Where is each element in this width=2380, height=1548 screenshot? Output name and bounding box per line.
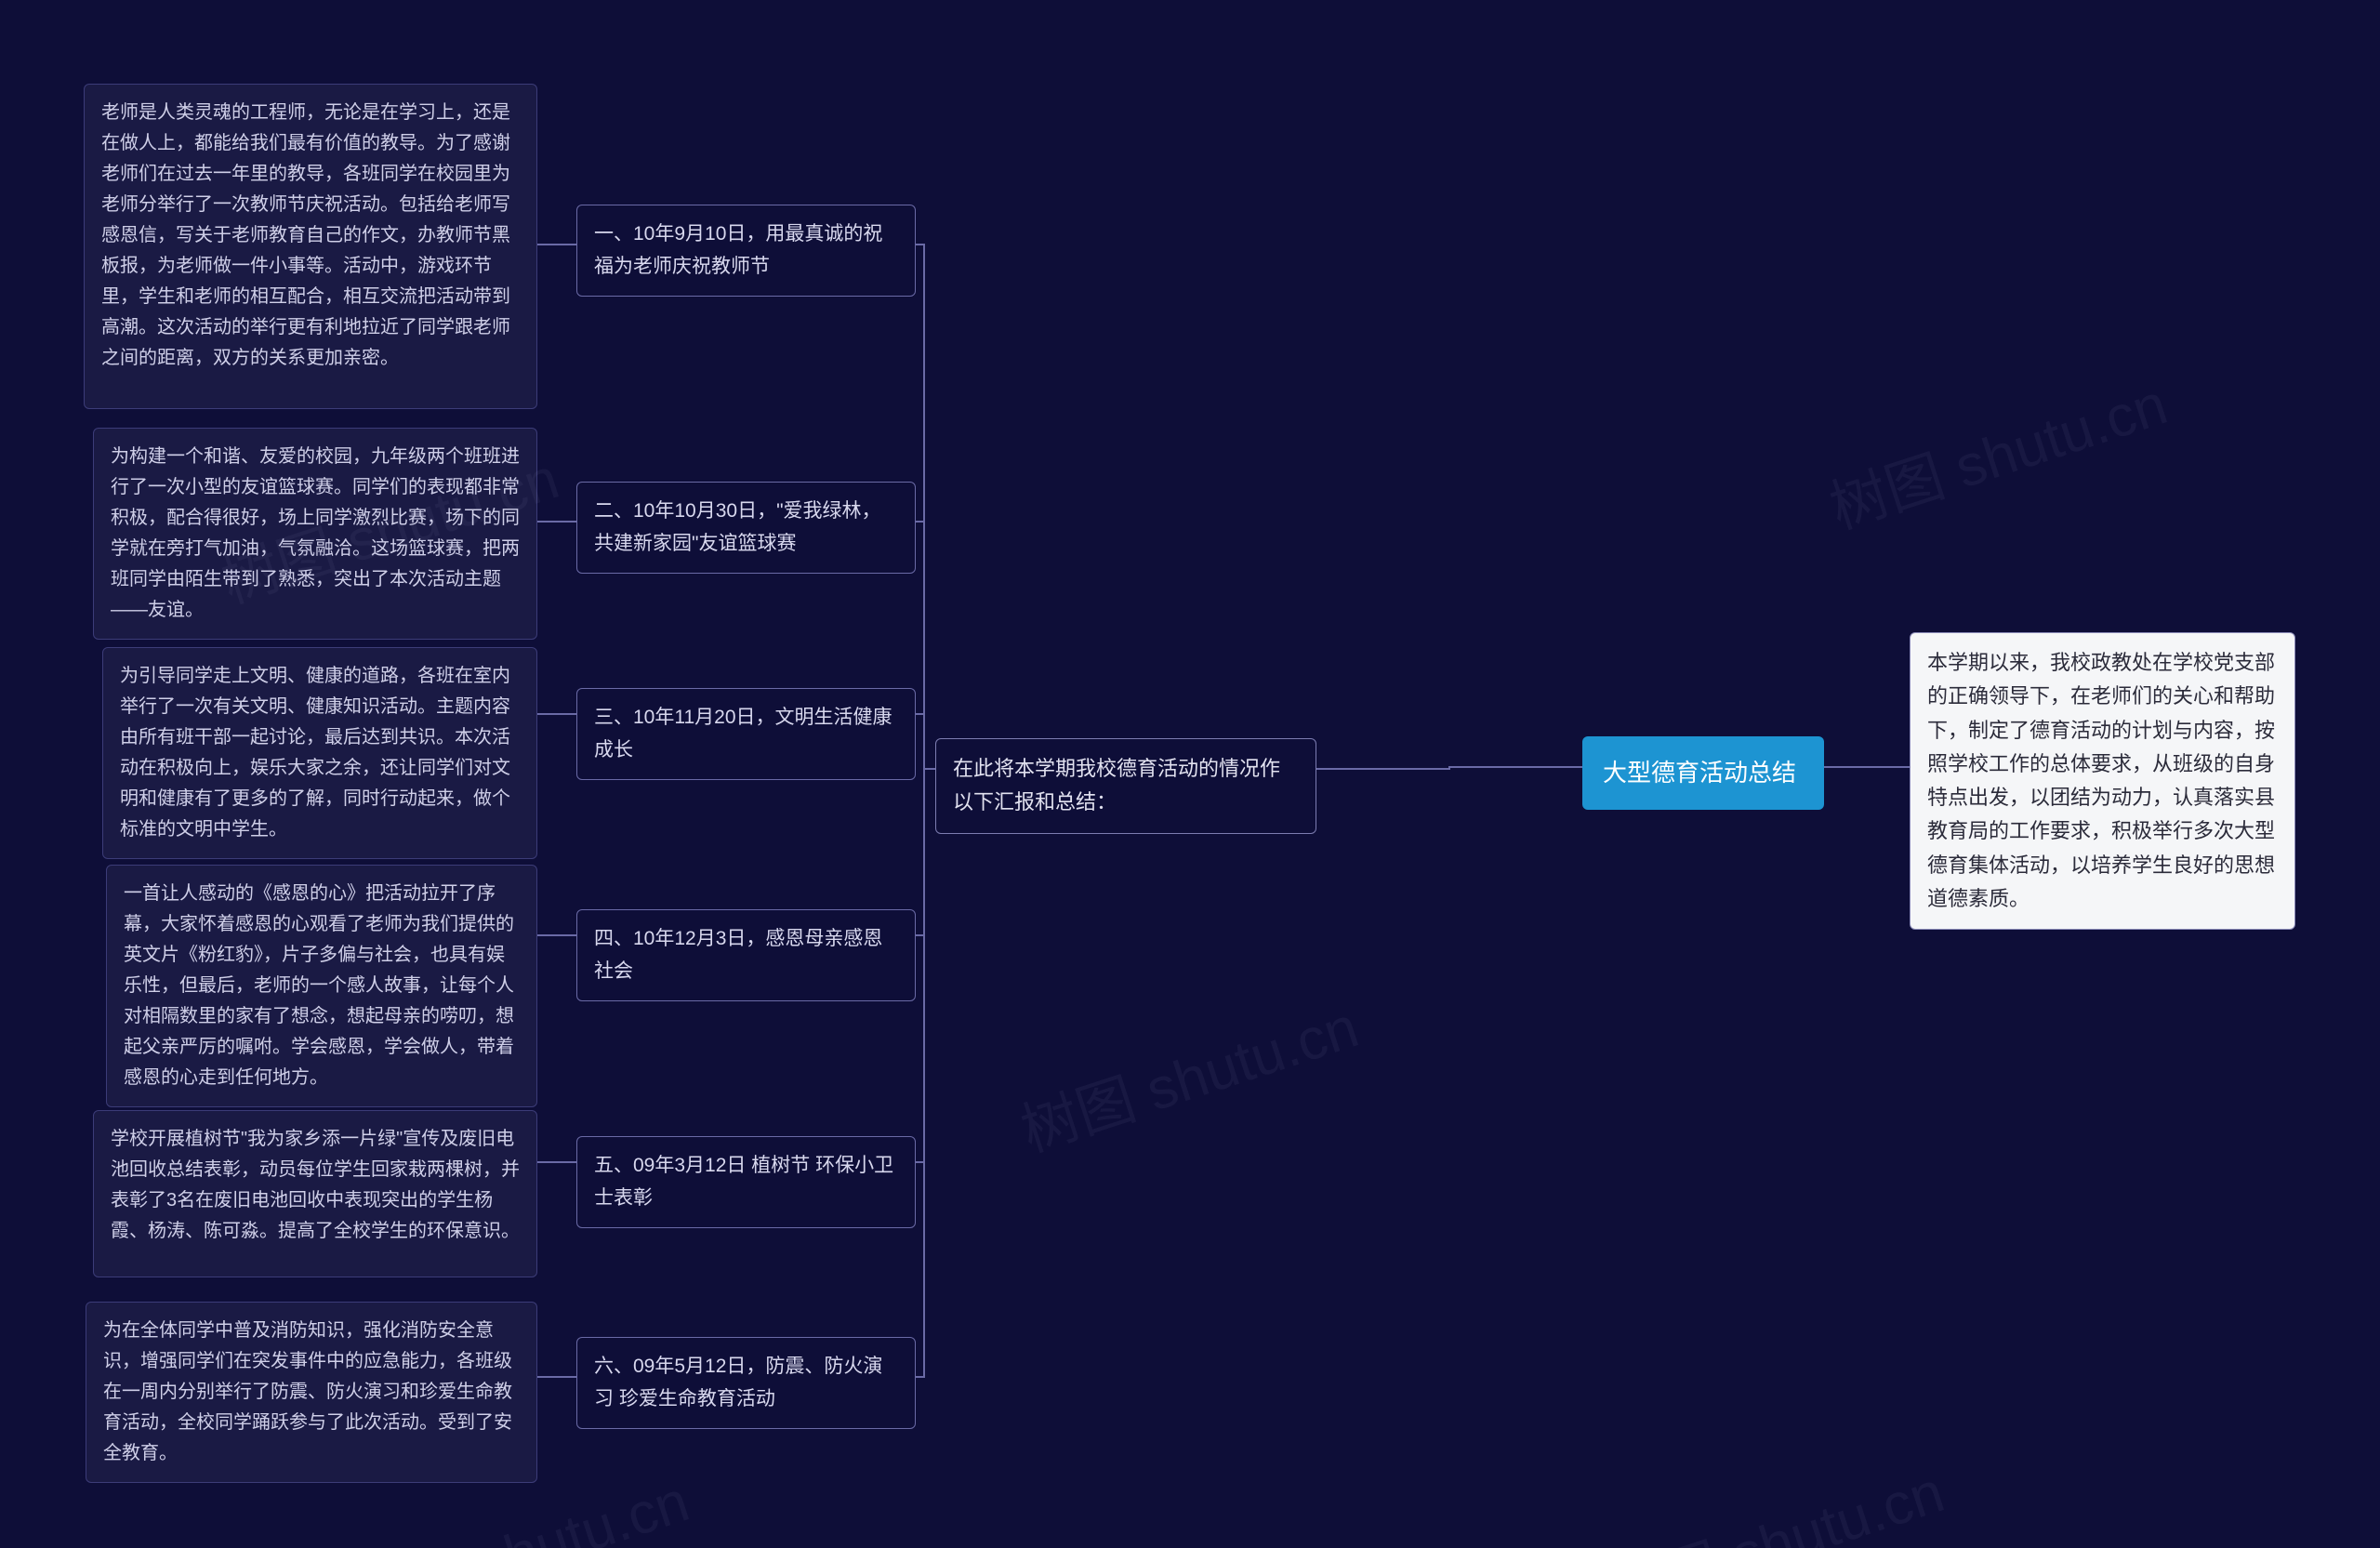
item-detail-5: 学校开展植树节"我为家乡添一片绿"宣传及废旧电池回收总结表彰，动员每位学生回家栽… bbox=[93, 1110, 537, 1277]
item-detail-4: 一首让人感动的《感恩的心》把活动拉开了序幕，大家怀着感恩的心观看了老师为我们提供… bbox=[106, 865, 537, 1107]
item-detail-3: 为引导同学走上文明、健康的道路，各班在室内举行了一次有关文明、健康知识活动。主题… bbox=[102, 647, 537, 859]
item-heading-text: 一、10年9月10日，用最真诚的祝福为老师庆祝教师节 bbox=[594, 223, 882, 277]
watermark: 树图 shutu.cn bbox=[1594, 1445, 1952, 1548]
item-detail-text: 老师是人类灵魂的工程师，无论是在学习上，还是在做人上，都能给我们最有价值的教导。… bbox=[101, 102, 510, 368]
intro-node: 本学期以来，我校政教处在学校党支部的正确领导下，在老师们的关心和帮助下，制定了德… bbox=[1910, 632, 2295, 930]
item-heading-text: 三、10年11月20日，文明生活健康成长 bbox=[594, 707, 892, 761]
item-heading-text: 二、10年10月30日，"爱我绿林，共建新家园"友谊篮球赛 bbox=[594, 500, 881, 554]
item-detail-1: 老师是人类灵魂的工程师，无论是在学习上，还是在做人上，都能给我们最有价值的教导。… bbox=[84, 84, 537, 409]
item-heading-6[interactable]: 六、09年5月12日，防震、防火演习 珍爱生命教育活动 bbox=[576, 1337, 916, 1429]
item-detail-text: 为引导同学走上文明、健康的道路，各班在室内举行了一次有关文明、健康知识活动。主题… bbox=[120, 666, 510, 840]
root-node[interactable]: 大型德育活动总结 bbox=[1582, 736, 1824, 810]
item-detail-6: 为在全体同学中普及消防知识，强化消防安全意识，增强同学们在突发事件中的应急能力，… bbox=[86, 1302, 537, 1483]
item-detail-text: 学校开展植树节"我为家乡添一片绿"宣传及废旧电池回收总结表彰，动员每位学生回家栽… bbox=[111, 1129, 520, 1241]
item-heading-text: 六、09年5月12日，防震、防火演习 珍爱生命教育活动 bbox=[594, 1356, 882, 1409]
item-heading-2[interactable]: 二、10年10月30日，"爱我绿林，共建新家园"友谊篮球赛 bbox=[576, 482, 916, 574]
item-heading-4[interactable]: 四、10年12月3日，感恩母亲感恩社会 bbox=[576, 909, 916, 1001]
watermark: 树图 shutu.cn bbox=[1818, 357, 2175, 545]
item-heading-1[interactable]: 一、10年9月10日，用最真诚的祝福为老师庆祝教师节 bbox=[576, 205, 916, 297]
item-detail-text: 为在全体同学中普及消防知识，强化消防安全意识，增强同学们在突发事件中的应急能力，… bbox=[103, 1320, 512, 1463]
root-label: 大型德育活动总结 bbox=[1603, 759, 1796, 787]
watermark: 树图 shutu.cn bbox=[1009, 980, 1367, 1168]
item-heading-text: 四、10年12月3日，感恩母亲感恩社会 bbox=[594, 928, 882, 982]
item-heading-5[interactable]: 五、09年3月12日 植树节 环保小卫士表彰 bbox=[576, 1136, 916, 1228]
summary-text: 在此将本学期我校德育活动的情况作以下汇报和总结： bbox=[953, 757, 1280, 814]
intro-text: 本学期以来，我校政教处在学校党支部的正确领导下，在老师们的关心和帮助下，制定了德… bbox=[1927, 651, 2275, 910]
item-heading-text: 五、09年3月12日 植树节 环保小卫士表彰 bbox=[594, 1155, 893, 1209]
item-detail-text: 一首让人感动的《感恩的心》把活动拉开了序幕，大家怀着感恩的心观看了老师为我们提供… bbox=[124, 883, 514, 1088]
summary-node[interactable]: 在此将本学期我校德育活动的情况作以下汇报和总结： bbox=[935, 738, 1316, 834]
item-heading-3[interactable]: 三、10年11月20日，文明生活健康成长 bbox=[576, 688, 916, 780]
mindmap-canvas: 大型德育活动总结 本学期以来，我校政教处在学校党支部的正确领导下，在老师们的关心… bbox=[0, 0, 2380, 1548]
